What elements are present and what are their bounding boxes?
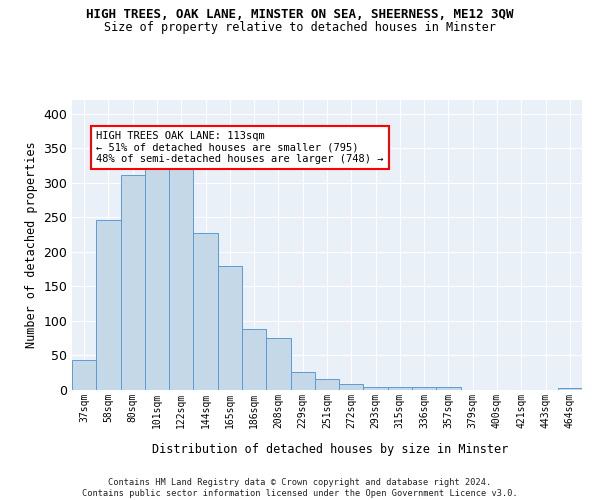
Bar [388, 386, 412, 390]
Bar [266, 338, 290, 390]
Y-axis label: Number of detached properties: Number of detached properties [25, 142, 38, 348]
Text: HIGH TREES, OAK LANE, MINSTER ON SEA, SHEERNESS, ME12 3QW: HIGH TREES, OAK LANE, MINSTER ON SEA, SH… [86, 8, 514, 20]
Bar [193, 232, 218, 390]
Bar [290, 372, 315, 390]
Bar [121, 174, 145, 390]
Bar [169, 158, 193, 390]
Text: HIGH TREES OAK LANE: 113sqm
← 51% of detached houses are smaller (795)
48% of se: HIGH TREES OAK LANE: 113sqm ← 51% of det… [96, 131, 384, 164]
Bar [242, 328, 266, 390]
Bar [558, 388, 582, 390]
Bar [218, 266, 242, 390]
Bar [412, 386, 436, 390]
Bar [436, 387, 461, 390]
Bar [339, 384, 364, 390]
Bar [72, 360, 96, 390]
Bar [96, 220, 121, 390]
Text: Distribution of detached houses by size in Minster: Distribution of detached houses by size … [152, 442, 508, 456]
Bar [145, 158, 169, 390]
Bar [315, 379, 339, 390]
Bar [364, 387, 388, 390]
Text: Contains HM Land Registry data © Crown copyright and database right 2024.
Contai: Contains HM Land Registry data © Crown c… [82, 478, 518, 498]
Text: Size of property relative to detached houses in Minster: Size of property relative to detached ho… [104, 21, 496, 34]
